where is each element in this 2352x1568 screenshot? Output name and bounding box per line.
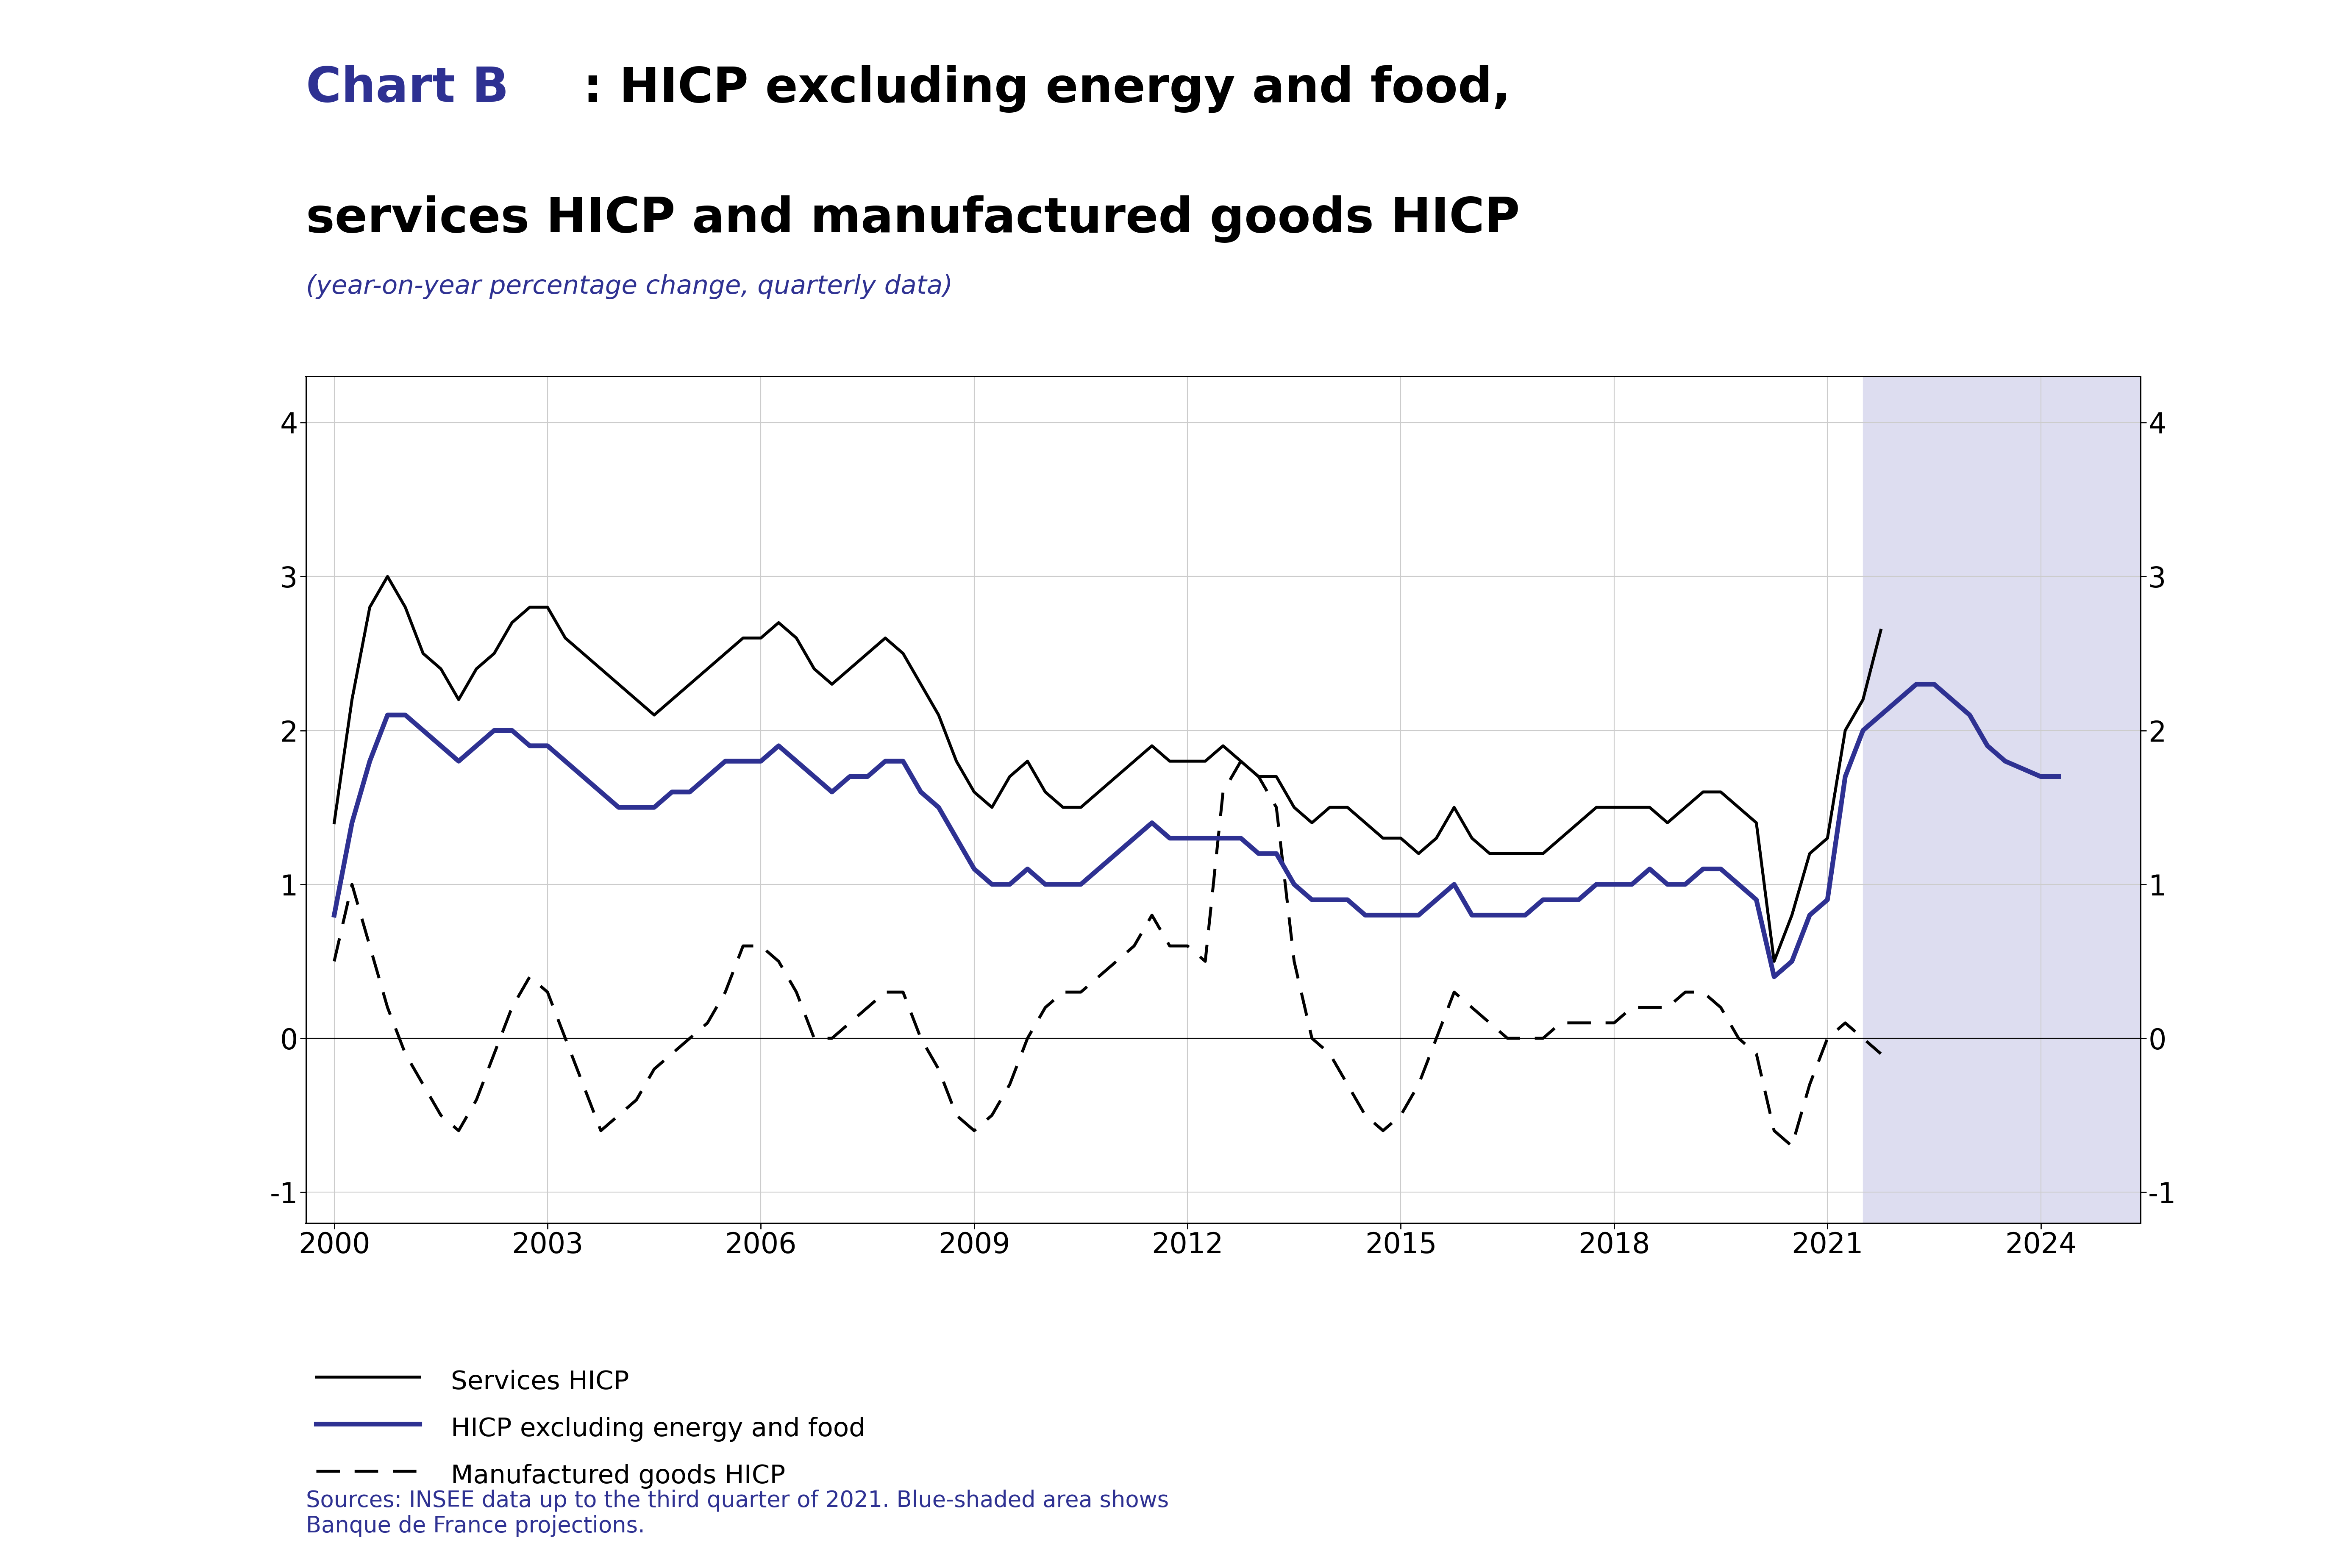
Bar: [1863, 376, 2147, 1223]
Text: Chart B: Chart B: [306, 64, 508, 111]
Legend: Services HICP, HICP excluding energy and food, Manufactured goods HICP: Services HICP, HICP excluding energy and…: [306, 1355, 875, 1501]
Text: : HICP excluding energy and food,: : HICP excluding energy and food,: [583, 64, 1510, 113]
Text: Sources: INSEE data up to the third quarter of 2021. Blue-shaded area shows
Banq: Sources: INSEE data up to the third quar…: [306, 1490, 1169, 1537]
Text: (year-on-year percentage change, quarterly data): (year-on-year percentage change, quarter…: [306, 274, 953, 299]
Text: services HICP and manufactured goods HICP: services HICP and manufactured goods HIC…: [306, 194, 1519, 243]
